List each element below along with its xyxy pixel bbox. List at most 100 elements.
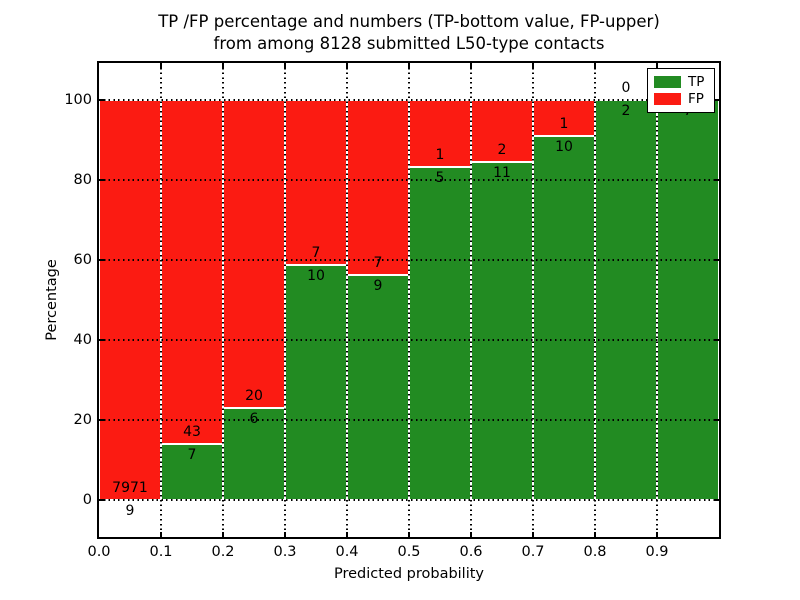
chart-title-line2: from among 8128 submitted L50-type conta…: [213, 33, 605, 53]
bar-5-fp-count-label: 1: [435, 146, 445, 163]
bar-5-tp-segment: [409, 166, 471, 500]
gridline-y: [99, 419, 719, 421]
y-tick-label-60: 60: [73, 251, 92, 268]
x-tick-mark-top: [346, 63, 348, 68]
y-tick-mark: [99, 339, 104, 341]
bar-9-tp-segment: [657, 100, 719, 500]
y-tick-mark: [99, 499, 104, 501]
x-tick-mark: [594, 532, 596, 537]
gridline-y: [99, 499, 719, 501]
bar-1-tp-count-label: 7: [187, 447, 197, 463]
gridline-x: [532, 63, 534, 537]
y-tick-mark-right: [714, 499, 719, 501]
bar-0-fp-segment: [99, 100, 161, 500]
y-tick-mark-right: [714, 339, 719, 341]
y-tick-label-40: 40: [73, 331, 92, 348]
legend-label-fp: FP: [688, 91, 704, 108]
gridline-y: [99, 179, 719, 181]
bar-6-tp-segment: [471, 161, 533, 500]
gridline-x: [408, 63, 410, 537]
legend-item-fp: FP: [654, 92, 708, 106]
y-tick-mark: [99, 259, 104, 261]
bar-4-tp-count-label: 9: [373, 278, 383, 294]
bar-0-fp-count-label: 7971: [112, 479, 148, 496]
bar-8-fp-count-label: 0: [621, 80, 631, 96]
legend-item-tp: TP: [654, 75, 708, 89]
y-tick-mark-right: [714, 99, 719, 101]
bar-8-tp-count-label: 2: [621, 103, 631, 119]
bar-1-fp-count-label: 43: [183, 424, 201, 440]
legend: TP FP: [647, 68, 715, 113]
value-labels-layer: 979717436201079751112101207: [99, 63, 719, 537]
x-tick-mark: [222, 532, 224, 537]
bar-3-fp-segment: [285, 100, 347, 265]
bar-7-tp-segment: [533, 136, 595, 500]
x-tick-mark: [532, 532, 534, 537]
x-tick-mark: [470, 532, 472, 537]
bar-6-tp-count-label: 11: [493, 164, 511, 181]
x-tick-mark-top: [656, 63, 658, 68]
gridline-y: [99, 339, 719, 341]
bar-3-tp-segment: [285, 264, 347, 500]
y-tick-label-20: 20: [73, 411, 92, 428]
x-tick-mark: [408, 532, 410, 537]
gridline-x: [594, 63, 596, 537]
bar-3-fp-count-label: 7: [311, 244, 321, 261]
x-tick-label-0.1: 0.1: [149, 544, 173, 560]
bar-7-tp-count-label: 10: [555, 139, 573, 156]
x-tick-mark: [346, 532, 348, 537]
bar-4-tp-segment: [347, 275, 409, 500]
y-tick-label-80: 80: [73, 171, 92, 188]
y-tick-mark: [99, 179, 104, 181]
bar-5-tp-count-label: 5: [435, 169, 445, 186]
x-tick-label-0.2: 0.2: [211, 544, 235, 560]
x-tick-mark: [160, 532, 162, 537]
bar-2-tp-count-label: 6: [249, 410, 259, 427]
x-tick-label-0.5: 0.5: [397, 544, 421, 560]
x-tick-label-0.3: 0.3: [273, 544, 297, 560]
legend-swatch-fp-icon: [654, 93, 681, 106]
legend-label-tp: TP: [688, 73, 705, 90]
gridline-x: [346, 63, 348, 537]
gridline-x: [284, 63, 286, 537]
chart-title: TP /FP percentage and numbers (TP-bottom…: [99, 11, 719, 54]
x-tick-mark: [284, 532, 286, 537]
gridline-x: [160, 63, 162, 537]
y-tick-labels: 0 20 40 60 80 100: [30, 0, 92, 600]
x-tick-mark-top: [160, 63, 162, 68]
y-tick-mark-right: [714, 179, 719, 181]
x-tick-labels: 0.0 0.1 0.2 0.3 0.4 0.5 0.6 0.7 0.8 0.9: [87, 544, 719, 564]
x-tick-mark-top: [470, 63, 472, 68]
gridline-x: [222, 63, 224, 537]
y-tick-label-100: 100: [64, 91, 92, 108]
gridline-x: [470, 63, 472, 537]
x-tick-mark-top: [222, 63, 224, 68]
x-tick-label-0.6: 0.6: [459, 544, 483, 560]
x-tick-mark-top: [532, 63, 534, 68]
gridline-x: [656, 63, 658, 537]
y-tick-mark-right: [714, 419, 719, 421]
bar-0-tp-count-label: 9: [125, 502, 135, 519]
grid-layer: [99, 63, 719, 537]
chart-title-line1: TP /FP percentage and numbers (TP-bottom…: [158, 12, 660, 31]
bar-4-fp-segment: [347, 100, 409, 275]
x-tick-label-0.9: 0.9: [645, 544, 669, 560]
x-tick-mark: [656, 532, 658, 537]
bar-6-fp-count-label: 2: [497, 141, 507, 158]
plot-area: 979717436201079751112101207 TP FP: [97, 61, 721, 539]
x-tick-label-0.0: 0.0: [87, 544, 111, 560]
x-tick-mark-top: [408, 63, 410, 68]
x-tick-mark-top: [284, 63, 286, 68]
bar-4-fp-count-label: 7: [373, 255, 383, 271]
x-tick-label-0.4: 0.4: [335, 544, 359, 560]
y-tick-mark: [99, 419, 104, 421]
x-tick-mark-top: [594, 63, 596, 68]
x-tick-label-0.7: 0.7: [521, 544, 545, 560]
y-tick-mark: [99, 99, 104, 101]
bar-3-tp-count-label: 10: [307, 267, 325, 284]
y-tick-mark-right: [714, 259, 719, 261]
bar-2-fp-count-label: 20: [245, 387, 263, 404]
bars-layer: [99, 63, 719, 537]
legend-swatch-tp-icon: [654, 75, 681, 88]
bar-7-fp-count-label: 1: [559, 116, 569, 133]
